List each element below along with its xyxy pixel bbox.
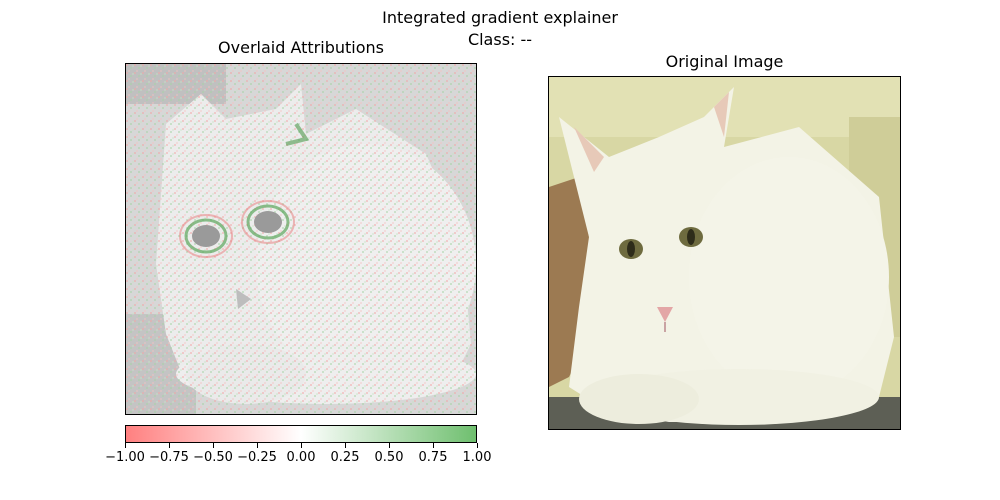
colorbar-tick	[212, 443, 214, 448]
colorbar-tick	[344, 443, 346, 448]
colorbar-tick-label: 0.25	[330, 450, 360, 465]
colorbar-tick	[432, 443, 434, 448]
colorbar-tick-label: 0.00	[286, 450, 316, 465]
left-panel-title: Overlaid Attributions	[218, 38, 384, 57]
colorbar-tick-label: −0.75	[149, 450, 189, 465]
attribution-overlay-image	[125, 63, 477, 415]
right-panel-title: Original Image	[665, 52, 784, 71]
colorbar-tick-label: 0.75	[418, 450, 448, 465]
colorbar	[125, 425, 477, 443]
colorbar-tick	[388, 443, 390, 448]
figure-subtitle: Class: --	[467, 30, 533, 49]
colorbar-tick	[168, 443, 170, 448]
colorbar-tick-label: −0.50	[193, 450, 233, 465]
colorbar-tick	[124, 443, 126, 448]
colorbar-tick	[256, 443, 258, 448]
colorbar-tick-label: 0.50	[374, 450, 404, 465]
colorbar-tick-label: 1.00	[462, 450, 492, 465]
original-image	[548, 76, 901, 430]
figure-title: Integrated gradient explainer	[382, 8, 618, 27]
colorbar-tick-label: −0.25	[237, 450, 277, 465]
colorbar-tick-label: −1.00	[105, 450, 145, 465]
colorbar-tick	[476, 443, 478, 448]
colorbar-tick	[300, 443, 302, 448]
